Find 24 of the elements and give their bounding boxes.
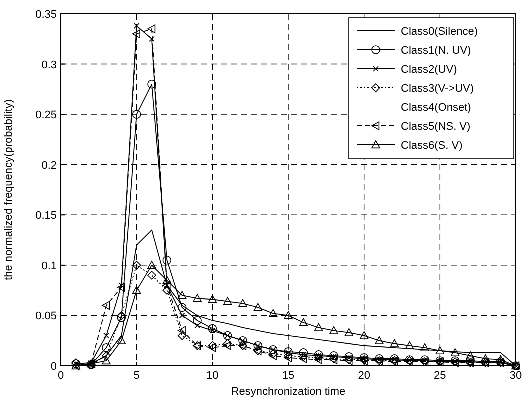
y-tick-label: 0 xyxy=(50,361,57,373)
legend-label: Class6(S. V) xyxy=(401,140,463,152)
y-tick-label: 0.2 xyxy=(42,160,57,172)
legend-label: Class2(UV) xyxy=(401,64,458,76)
x-tick-label: 5 xyxy=(134,370,140,382)
x-tick-label: 25 xyxy=(434,370,446,382)
x-tick-label: 10 xyxy=(206,370,219,382)
legend-label: Class1(N. UV) xyxy=(401,45,472,57)
x-tick-label: 20 xyxy=(358,370,370,382)
legend-label: Class0(Silence) xyxy=(401,26,478,38)
y-tick-label: 0.35 xyxy=(36,9,57,21)
y-tick-label: 0.15 xyxy=(36,210,57,222)
x-axis-title: Resynchronization time xyxy=(231,386,346,398)
y-axis-title: the normalized frequency(probability) xyxy=(3,100,15,280)
x-tick-label: 30 xyxy=(510,370,522,382)
x-tick-label: 0 xyxy=(58,370,64,382)
y-tick-label: 0.1 xyxy=(42,260,57,272)
x-tick-label: 15 xyxy=(282,370,295,382)
y-tick-label: 0.3 xyxy=(42,59,57,72)
legend-label: Class5(NS. V) xyxy=(401,121,471,133)
y-tick-label: 0.25 xyxy=(36,110,57,122)
text: Class4(Onset) xyxy=(401,102,472,114)
legend-label: Class3(V->UV) xyxy=(401,83,474,95)
y-tick-label: 0.05 xyxy=(36,310,57,323)
